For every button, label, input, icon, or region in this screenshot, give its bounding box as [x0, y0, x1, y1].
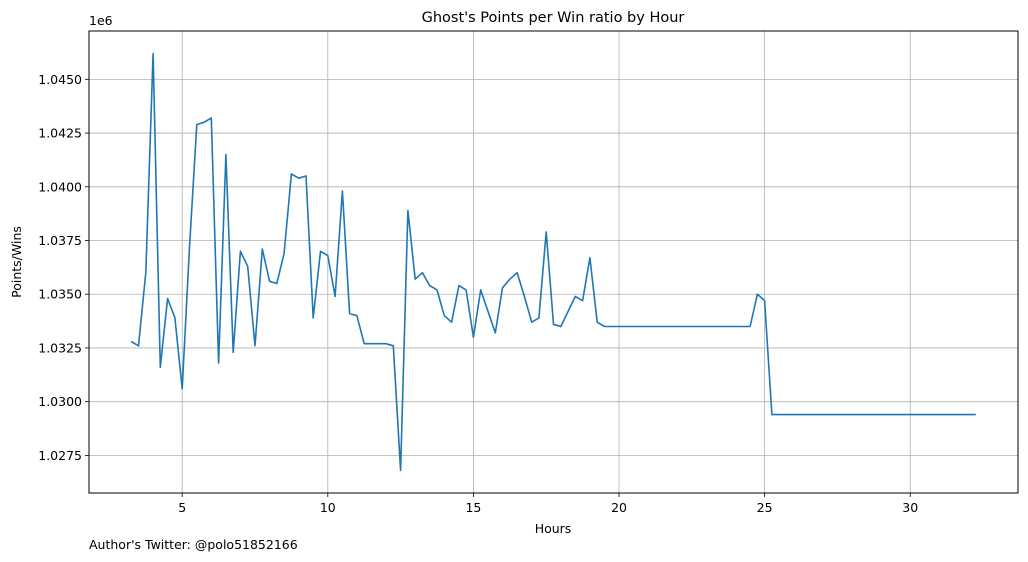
tick-layer: 5 10 15 20 25 30 1.0275 1.0300 1.0325 1.0350 1.037…: [38, 72, 918, 515]
x-tick-label: 20: [611, 500, 627, 515]
grid-lines: [89, 31, 1018, 493]
y-tick-label: 1.0350: [38, 287, 82, 302]
plot-frame: [88, 30, 1019, 494]
y-tick-label: 1.0425: [38, 126, 82, 141]
x-axis-label: Hours: [535, 521, 572, 536]
x-tick-label: 15: [465, 500, 481, 515]
y-tick-label: 1.0400: [38, 179, 82, 194]
y-tick-label: 1.0325: [38, 340, 82, 355]
series-line-points-per-win: [130, 52, 976, 472]
x-tick-label: 5: [178, 500, 186, 515]
y-tick-label: 1.0375: [38, 233, 82, 248]
y-tick-label: 1.0300: [38, 394, 82, 409]
y-tick-label: 1.0450: [38, 72, 82, 87]
series-layer: [130, 52, 976, 472]
y-tick-label: 1.0275: [38, 448, 82, 463]
y-axis-label: Points/Wins: [9, 226, 24, 298]
y-offset-text: 1e6: [89, 13, 113, 28]
x-tick-label: 30: [902, 500, 918, 515]
chart-title: Ghost's Points per Win ratio by Hour: [422, 10, 685, 26]
author-credit: Author's Twitter: @polo51852166: [89, 537, 298, 552]
x-tick-label: 25: [757, 500, 773, 515]
x-tick-label: 10: [320, 500, 336, 515]
